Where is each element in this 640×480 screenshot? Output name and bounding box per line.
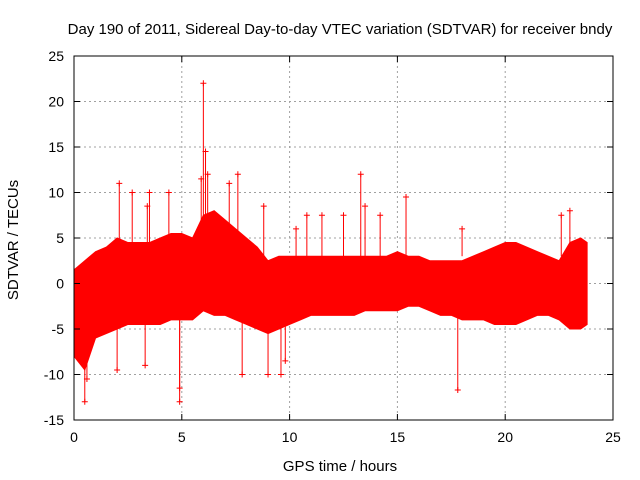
x-tick-label: 25 xyxy=(605,429,621,445)
y-tick-label: 0 xyxy=(56,276,64,292)
y-tick-label: -5 xyxy=(52,321,65,337)
outlier-point xyxy=(459,225,466,232)
outlier-point xyxy=(362,203,369,210)
x-tick-label: 20 xyxy=(497,429,513,445)
outlier-point xyxy=(239,371,246,378)
y-tick-label: -10 xyxy=(44,367,64,383)
y-tick-label: 20 xyxy=(48,94,64,110)
outlier-point xyxy=(282,357,289,364)
outlier-point xyxy=(146,189,153,196)
outlier-points xyxy=(81,80,573,405)
outlier-point xyxy=(129,189,136,196)
outlier-point xyxy=(81,398,88,405)
outlier-point xyxy=(265,371,272,378)
y-axis-label: SDTVAR / TECUs xyxy=(5,180,22,300)
outlier-point xyxy=(116,180,123,187)
x-tick-label: 15 xyxy=(390,429,406,445)
y-tick-label: 5 xyxy=(56,230,64,246)
outlier-point xyxy=(377,212,384,219)
chart-title: Day 190 of 2011, Sidereal Day-to-day VTE… xyxy=(68,21,613,38)
y-tick-label: 10 xyxy=(48,185,64,201)
outlier-point xyxy=(303,212,310,219)
outlier-point xyxy=(142,362,149,369)
outlier-point xyxy=(293,225,300,232)
y-tick-label: 25 xyxy=(48,48,64,64)
x-tick-label: 5 xyxy=(178,429,186,445)
outlier-point xyxy=(198,175,205,182)
outlier-point xyxy=(403,194,410,201)
outlier-point xyxy=(357,171,364,178)
outlier-point xyxy=(202,148,209,155)
outlier-point xyxy=(83,376,90,383)
outlier-point xyxy=(204,171,211,178)
outlier-point xyxy=(165,189,172,196)
x-axis-label: GPS time / hours xyxy=(283,458,397,475)
x-axis-ticks: 0 5 10 15 20 25 xyxy=(70,56,621,445)
outlier-point xyxy=(234,171,241,178)
outlier-point xyxy=(260,203,267,210)
outlier-point xyxy=(200,80,207,87)
x-tick-label: 10 xyxy=(282,429,298,445)
y-tick-label: -15 xyxy=(44,412,64,428)
outlier-point xyxy=(558,212,565,219)
outlier-point xyxy=(566,207,573,214)
outlier-point xyxy=(340,212,347,219)
y-axis-ticks: -15 -10 -5 0 5 10 15 20 25 xyxy=(44,48,613,428)
outlier-point xyxy=(226,180,233,187)
outlier-point xyxy=(114,366,121,373)
y-tick-label: 15 xyxy=(48,139,64,155)
data-band-area xyxy=(73,210,588,371)
x-tick-label: 0 xyxy=(70,429,78,445)
outlier-point xyxy=(454,386,461,393)
outlier-point xyxy=(318,212,325,219)
outlier-point xyxy=(176,398,183,405)
outlier-point xyxy=(277,371,284,378)
data-band xyxy=(73,210,588,371)
